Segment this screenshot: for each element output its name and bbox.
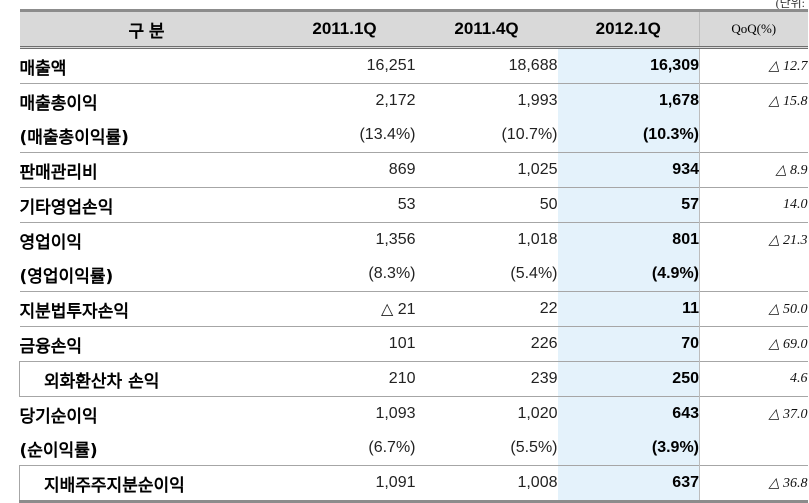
- row-label: 매출액: [19, 47, 274, 84]
- value-2011-4q: 22: [415, 291, 558, 327]
- value-2012-1q: 1,678: [557, 83, 700, 118]
- table-row: 판매관리비 869 1,025 934 △ 8.9: [19, 152, 808, 188]
- value-2011-1q: 210: [273, 361, 416, 397]
- value-2011-1q: 1,091: [273, 465, 416, 503]
- header-2011-4q: 2011.4Q: [415, 9, 558, 49]
- value-2011-1q: 1,093: [273, 396, 416, 431]
- value-2011-1q: (13.4%): [359, 126, 416, 143]
- value-qoq: △ 36.8: [699, 465, 808, 503]
- value-2012-1q: 57: [557, 187, 700, 223]
- table-row: (순이익률) (6.7%) (5.5%) (3.9%): [20, 431, 808, 466]
- value-2011-1q: (8.3%): [368, 265, 416, 282]
- value-qoq: △ 50.0: [699, 291, 808, 327]
- value-2011-4q: 50: [415, 187, 558, 223]
- value-2012-1q: 16,309: [557, 47, 700, 84]
- value-qoq: △ 69.0: [699, 326, 808, 362]
- value-2011-1q: 869: [273, 152, 416, 188]
- value-2012-1q: (10.3%): [557, 118, 700, 153]
- value-2012-1q: 250: [557, 361, 700, 397]
- value-2012-1q: 934: [557, 152, 700, 188]
- row-label: (매출총이익률): [19, 127, 129, 148]
- value-qoq: [699, 431, 808, 466]
- table-row: (매출총이익률) (13.4%) (10.7%) (10.3%): [20, 118, 808, 153]
- financial-table: 구 분 2011.1Q 2011.4Q 2012.1Q QoQ(%) 매출액 1…: [19, 9, 808, 503]
- value-2012-1q: (4.9%): [557, 257, 700, 292]
- row-label: (영업이익률): [19, 266, 114, 287]
- value-2011-4q: 1,020: [415, 396, 558, 431]
- value-qoq: 4.6: [699, 361, 808, 397]
- row-label: 지분법투자손익: [19, 291, 274, 327]
- table-row: 당기순이익 1,093 1,020 643 △ 37.0: [19, 396, 808, 431]
- value-2012-1q: 801: [557, 222, 700, 257]
- table-row: (영업이익률) (8.3%) (5.4%) (4.9%): [20, 257, 808, 292]
- header-category: 구 분: [19, 9, 274, 49]
- value-qoq: △ 21.3: [699, 222, 808, 257]
- row-label: 영업이익: [19, 222, 274, 257]
- header-qoq: QoQ(%): [699, 9, 808, 49]
- value-2011-4q: (5.5%): [510, 439, 558, 456]
- value-qoq: △ 37.0: [699, 396, 808, 431]
- value-2011-1q: 53: [273, 187, 416, 223]
- row-label: 매출총이익: [19, 83, 274, 118]
- table-row: 금융손익 101 226 70 △ 69.0: [19, 326, 808, 362]
- value-2011-4q: 226: [415, 326, 558, 362]
- value-2011-4q: 1,993: [415, 83, 558, 118]
- row-label: 판매관리비: [19, 152, 274, 188]
- value-2012-1q: (3.9%): [557, 431, 700, 466]
- value-2011-1q: 16,251: [273, 47, 416, 84]
- value-2011-1q: △ 21: [273, 291, 416, 327]
- value-qoq: [699, 118, 808, 153]
- header-2011-1q: 2011.1Q: [273, 9, 416, 49]
- value-qoq: △ 12.7: [699, 47, 808, 84]
- table-row: 기타영업손익 53 50 57 14.0: [19, 187, 808, 223]
- row-label: 기타영업손익: [19, 187, 274, 223]
- row-label-sub: 지배주주지분순이익: [19, 465, 274, 503]
- value-2011-4q: 1,018: [415, 222, 558, 257]
- value-2011-1q: 101: [273, 326, 416, 362]
- value-2011-4q: 1,025: [415, 152, 558, 188]
- row-label: 금융손익: [19, 326, 274, 362]
- row-label: (순이익률): [19, 440, 98, 461]
- table-row: 지배주주지분순이익 1,091 1,008 637 △ 36.8: [19, 465, 808, 503]
- value-2011-1q: (6.7%): [368, 439, 416, 456]
- table-row: 외화환산차 손익 210 239 250 4.6: [19, 361, 808, 397]
- value-qoq: △ 15.8: [699, 83, 808, 118]
- value-qoq: △ 8.9: [699, 152, 808, 188]
- header-2012-1q: 2012.1Q: [557, 9, 700, 49]
- value-2012-1q: 70: [557, 326, 700, 362]
- value-2012-1q: 11: [557, 291, 700, 327]
- table-row: 매출총이익 2,172 1,993 1,678 △ 15.8: [19, 83, 808, 118]
- value-2012-1q: 637: [557, 465, 700, 503]
- table-row: 지분법투자손익 △ 21 22 11 △ 50.0: [19, 291, 808, 327]
- row-label-sub: 외화환산차 손익: [19, 361, 274, 397]
- value-2011-1q: 2,172: [273, 83, 416, 118]
- value-2011-4q: (5.4%): [510, 265, 558, 282]
- value-2012-1q: 643: [557, 396, 700, 431]
- value-2011-1q: 1,356: [273, 222, 416, 257]
- table-row: 영업이익 1,356 1,018 801 △ 21.3: [19, 222, 808, 257]
- header-row: 구 분 2011.1Q 2011.4Q 2012.1Q QoQ(%): [19, 9, 808, 49]
- value-qoq: [699, 257, 808, 292]
- unit-label: (단위:: [775, 0, 805, 10]
- value-2011-4q: (10.7%): [501, 126, 558, 143]
- value-2011-4q: 239: [415, 361, 558, 397]
- value-2011-4q: 18,688: [415, 47, 558, 84]
- row-label: 당기순이익: [19, 396, 274, 431]
- table-row: 매출액 16,251 18,688 16,309 △ 12.7: [19, 47, 808, 84]
- value-2011-4q: 1,008: [415, 465, 558, 503]
- value-qoq: 14.0: [699, 187, 808, 223]
